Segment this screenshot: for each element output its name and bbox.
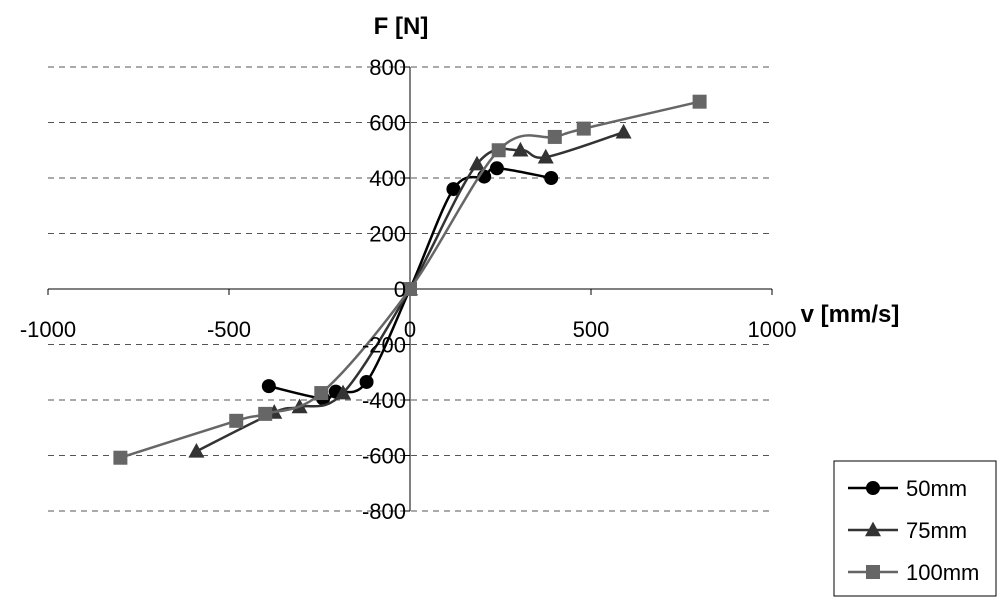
y-tick-label: -400 xyxy=(362,388,406,413)
series-layer xyxy=(113,94,707,465)
x-axis-title: v [mm/s] xyxy=(801,301,900,328)
data-point xyxy=(489,161,504,176)
data-point xyxy=(468,155,485,171)
legend-box xyxy=(833,460,997,597)
data-point xyxy=(692,94,707,109)
y-tick-label: 800 xyxy=(369,55,406,80)
legend-label: 50mm xyxy=(906,476,967,501)
legend-marker xyxy=(866,481,880,495)
data-point xyxy=(512,141,529,157)
y-tick-label: -600 xyxy=(362,444,406,469)
data-point xyxy=(615,123,632,139)
y-tick-label: 0 xyxy=(394,277,406,302)
data-point xyxy=(335,384,352,400)
data-point xyxy=(188,442,205,458)
y-tick-label: 600 xyxy=(369,111,406,136)
y-tick-label: -200 xyxy=(362,333,406,358)
y-tick-label: -800 xyxy=(362,499,406,524)
data-point xyxy=(359,374,374,389)
x-tick-label: -500 xyxy=(207,317,251,342)
data-point xyxy=(491,143,506,158)
series-100mm xyxy=(113,94,707,465)
legend: 50mm 75mm 100mm xyxy=(833,460,997,597)
legend-label: 75mm xyxy=(906,518,967,543)
legend-marker xyxy=(865,521,881,537)
x-tick-label: 500 xyxy=(573,317,610,342)
x-tick-label: 0 xyxy=(404,317,416,342)
x-tick-label: 1000 xyxy=(748,317,797,342)
data-point xyxy=(314,386,329,401)
data-point xyxy=(261,379,276,394)
x-tick-label: -1000 xyxy=(20,317,76,342)
data-point xyxy=(446,182,461,197)
y-axis-title: F [N] xyxy=(374,13,429,40)
data-point xyxy=(258,406,273,421)
data-point xyxy=(547,129,562,144)
y-tick-label: 400 xyxy=(369,166,406,191)
data-point xyxy=(229,413,244,428)
legend-label: 100mm xyxy=(906,560,979,585)
data-point xyxy=(576,121,591,136)
legend-marker xyxy=(866,565,880,579)
data-point xyxy=(403,282,417,296)
data-point xyxy=(537,148,554,164)
data-point xyxy=(113,450,128,465)
y-tick-label: 200 xyxy=(369,222,406,247)
data-point xyxy=(544,171,559,185)
